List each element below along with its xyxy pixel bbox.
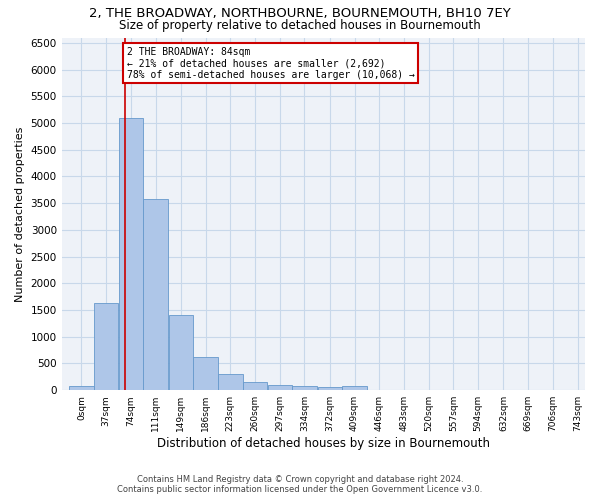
Bar [292, 386, 317, 390]
Bar [218, 374, 242, 390]
Text: 2 THE BROADWAY: 84sqm
← 21% of detached houses are smaller (2,692)
78% of semi-d: 2 THE BROADWAY: 84sqm ← 21% of detached … [127, 46, 415, 80]
Bar [143, 199, 168, 390]
Bar [69, 386, 94, 390]
Bar [119, 118, 143, 390]
Bar [268, 385, 292, 390]
Bar [193, 357, 218, 390]
X-axis label: Distribution of detached houses by size in Bournemouth: Distribution of detached houses by size … [157, 437, 490, 450]
Bar [169, 316, 193, 390]
Text: Contains HM Land Registry data © Crown copyright and database right 2024.
Contai: Contains HM Land Registry data © Crown c… [118, 474, 482, 494]
Bar [343, 386, 367, 390]
Text: Size of property relative to detached houses in Bournemouth: Size of property relative to detached ho… [119, 18, 481, 32]
Bar [94, 304, 118, 390]
Bar [317, 387, 342, 390]
Bar [243, 382, 267, 390]
Y-axis label: Number of detached properties: Number of detached properties [15, 126, 25, 302]
Text: 2, THE BROADWAY, NORTHBOURNE, BOURNEMOUTH, BH10 7EY: 2, THE BROADWAY, NORTHBOURNE, BOURNEMOUT… [89, 8, 511, 20]
